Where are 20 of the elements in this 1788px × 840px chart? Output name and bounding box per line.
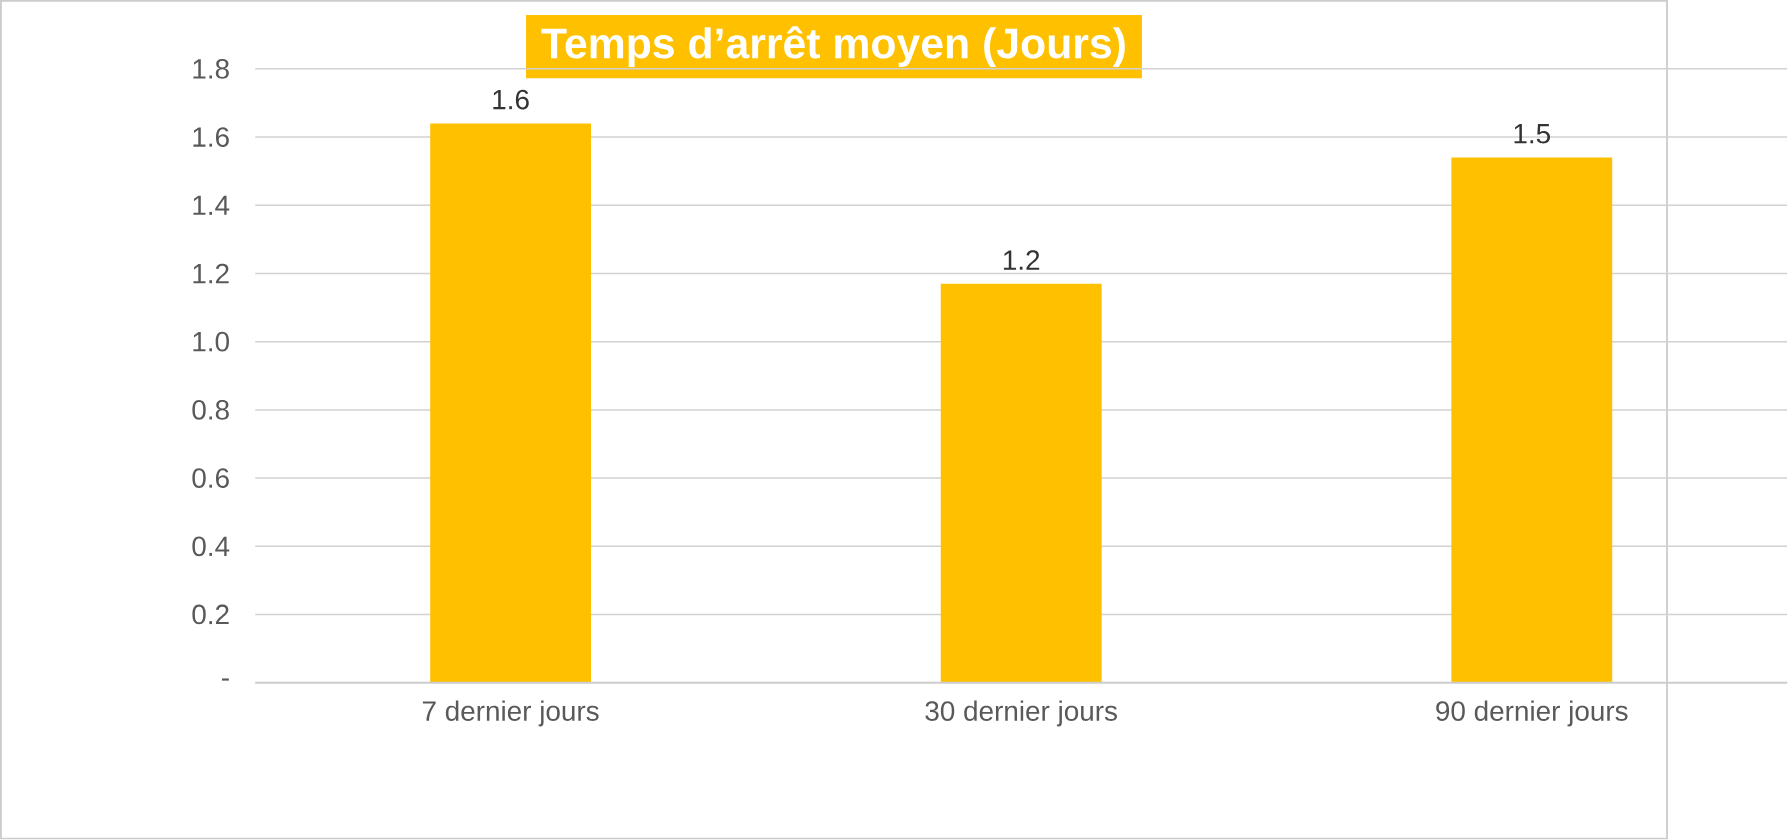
y-tick-label: 1.8 <box>193 59 229 79</box>
x-tick-label: 90 dernier jours <box>1436 700 1628 727</box>
x-tick-label: 7 dernier jours <box>422 700 599 727</box>
y-tick-label: 0.6 <box>192 468 229 489</box>
y-tick-label: 0.2 <box>192 604 229 625</box>
bar <box>1451 157 1613 683</box>
y-tick-label: 1.6 <box>193 127 229 148</box>
y-tick-label: 1.2 <box>193 263 229 284</box>
y-tick-label: 0.4 <box>192 536 230 557</box>
bar <box>940 283 1102 683</box>
y-tick-label: - <box>222 678 229 681</box>
data-label: 1.6 <box>493 89 529 110</box>
y-tick-label: 1.4 <box>193 195 230 216</box>
x-tick-label: 30 dernier jours <box>925 700 1117 727</box>
y-tick-label: 1.0 <box>193 332 229 352</box>
data-label: 1.5 <box>1514 124 1550 144</box>
y-tick-label: 0.8 <box>192 400 229 420</box>
bar <box>430 123 592 683</box>
chart-title: Temps d’arrêt moyen (Jours) <box>541 26 1125 68</box>
data-label: 1.2 <box>1003 250 1040 270</box>
